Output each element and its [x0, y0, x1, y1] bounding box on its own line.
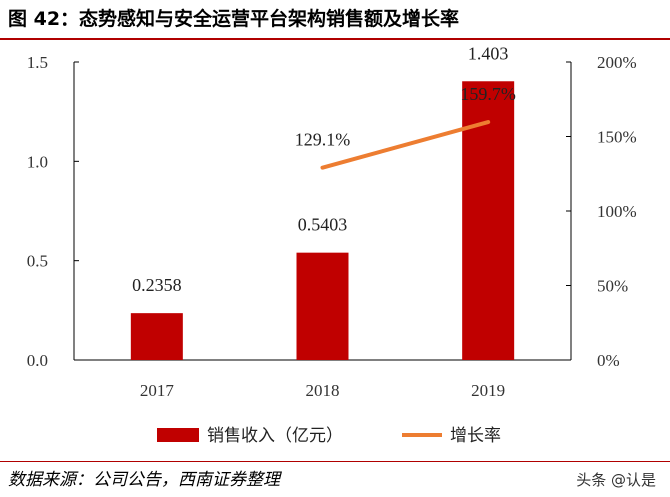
- bar-line-chart: 0.0 0.5 1.0 1.5 0% 50% 100% 150% 200% 2017 2018 201…: [27, 43, 637, 446]
- left-axis-tick-label: 1.5: [27, 53, 48, 72]
- bar-data-label: 1.403: [468, 43, 509, 63]
- right-axis-tick-label: 150%: [597, 128, 637, 147]
- source-note: 数据来源：公司公告，西南证券整理: [8, 470, 280, 490]
- right-axis-tick-label: 0%: [597, 351, 620, 370]
- footer-rule: [0, 461, 670, 462]
- title-rule: [0, 38, 670, 40]
- bar-data-label: 0.5403: [298, 215, 348, 235]
- right-axis-tick-label: 200%: [597, 53, 637, 72]
- growth-rate-data-label: 129.1%: [295, 130, 351, 150]
- axes-layer: 0.0 0.5 1.0 1.5 0% 50% 100% 150% 200% 2017 2018 201…: [27, 53, 637, 400]
- legend-bar-swatch: [157, 428, 199, 442]
- left-axis-tick-label: 0.0: [27, 351, 48, 370]
- left-axis-tick-label: 1.0: [27, 152, 48, 171]
- legend: 销售收入（亿元） 增长率: [157, 426, 501, 446]
- growth-rate-line: [320, 120, 491, 170]
- growth-rate-point: [486, 120, 490, 124]
- right-axis-tick-label: 100%: [597, 202, 637, 221]
- x-axis-tick-label: 2019: [471, 381, 505, 400]
- growth-rate-data-label: 159.7%: [460, 84, 516, 104]
- x-axis-tick-label: 2018: [306, 381, 340, 400]
- watermark: 头条 @认是: [576, 471, 656, 489]
- right-axis-tick-label: 50%: [597, 277, 628, 296]
- bar: [296, 252, 349, 360]
- bar: [130, 313, 183, 360]
- legend-bar-label: 销售收入（亿元）: [207, 426, 343, 446]
- legend-line-label: 增长率: [450, 426, 501, 446]
- growth-rate-point: [321, 166, 324, 170]
- left-axis-tick-label: 0.5: [27, 252, 48, 271]
- growth-line-layer: [320, 120, 491, 170]
- bar-data-label: 0.2358: [132, 275, 182, 295]
- data-labels-layer: 0.2358 0.5403 1.403 129.1% 159.7%: [132, 43, 516, 295]
- bars-layer: [130, 81, 515, 361]
- x-axis-tick-label: 2017: [140, 381, 175, 400]
- chart-title: 图 42：态势感知与安全运营平台架构销售额及增长率: [8, 8, 460, 30]
